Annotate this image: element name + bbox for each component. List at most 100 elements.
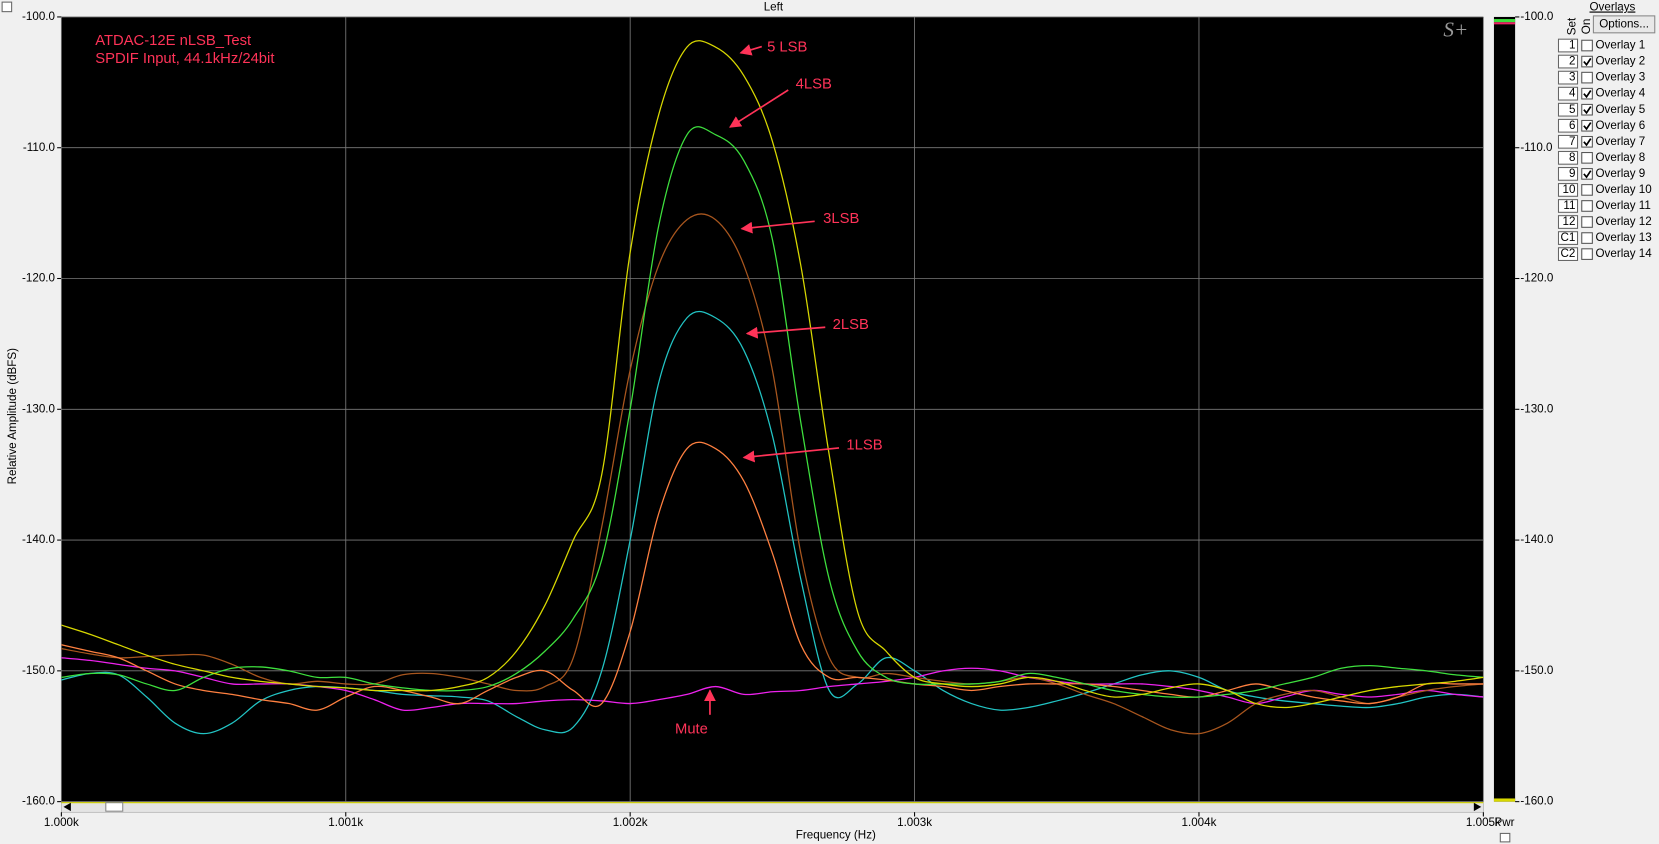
checkbox[interactable] [1581, 152, 1593, 164]
legend-entry: Overlay 3 [1596, 71, 1646, 84]
data-line [61, 213, 1484, 735]
scroll-edge [61, 801, 1484, 804]
scroll-left[interactable] [63, 802, 71, 812]
set-button[interactable] [1557, 38, 1579, 53]
checkbox[interactable] [1581, 119, 1593, 132]
checkbox[interactable] [1581, 55, 1593, 68]
set-label: 9 [1569, 167, 1575, 180]
annotation: 1LSB [846, 438, 882, 454]
checkmark [1583, 122, 1592, 131]
annotation: Mute [675, 722, 708, 738]
checkmark [1583, 138, 1592, 147]
scroll-thumb[interactable] [105, 802, 124, 812]
options-button[interactable] [1592, 15, 1656, 34]
y2-tick-label: -160.0 [1520, 795, 1553, 808]
x-tick-label: 1.003k [897, 816, 932, 829]
checkbox[interactable] [1581, 39, 1593, 52]
checkbox[interactable] [1581, 103, 1593, 116]
data-line [61, 126, 1484, 698]
y-tick-label: -150.0 [22, 664, 55, 677]
set-button[interactable] [1557, 231, 1579, 245]
legend-entry: Overlay 12 [1596, 215, 1652, 228]
y-tick-label: -130.0 [22, 402, 55, 415]
annotation: 4LSB [796, 77, 832, 93]
annotation-arrow [740, 220, 815, 234]
legend-title[interactable]: Overlays [1590, 0, 1636, 13]
checkmark [1583, 106, 1592, 115]
annotation: 5 LSB [767, 40, 807, 56]
set-label: C2 [1561, 247, 1576, 260]
power-label: Pwr [1495, 816, 1515, 829]
checkbox[interactable] [1581, 135, 1593, 148]
set-header: Set [1565, 17, 1578, 35]
level-marker [1493, 19, 1516, 23]
legend-entry: Overlay 9 [1596, 167, 1646, 180]
annotation-arrow [742, 447, 840, 463]
legend-entry: Overlay 11 [1596, 199, 1651, 212]
y-tick-label: -120.0 [22, 272, 55, 285]
x-tick-label: 1.002k [613, 816, 648, 829]
set-label: 7 [1569, 135, 1575, 148]
y2-tick-label: -110.0 [1520, 141, 1553, 154]
options-label[interactable]: Options... [1599, 17, 1649, 30]
checkbox[interactable] [1581, 168, 1593, 180]
checkbox[interactable] [1581, 184, 1593, 196]
checkbox[interactable] [1581, 216, 1593, 228]
data-line [61, 441, 1484, 711]
set-button[interactable] [1557, 166, 1579, 181]
checkmark [1583, 90, 1592, 99]
set-button[interactable] [1557, 102, 1579, 117]
checkmark [1583, 57, 1592, 67]
collapse-button[interactable] [1499, 832, 1511, 843]
scroll-right[interactable] [1473, 802, 1482, 812]
data-line [61, 40, 1484, 709]
y2-tick-label: -140.0 [1520, 533, 1553, 546]
logo: S+ [1443, 18, 1468, 42]
legend-entry: Overlay 1 [1596, 39, 1646, 52]
on-header: On [1580, 19, 1593, 35]
set-button[interactable] [1557, 118, 1579, 133]
collapse-button[interactable] [1, 1, 13, 13]
x-tick-label: 1.001k [328, 816, 363, 829]
checkbox[interactable] [1581, 232, 1593, 244]
level-strip [1493, 16, 1516, 802]
y2-tick-label: -130.0 [1520, 402, 1553, 415]
set-label: 5 [1569, 103, 1575, 116]
data-line [61, 310, 1484, 735]
legend-entry: Overlay 4 [1596, 87, 1646, 100]
set-button[interactable] [1557, 215, 1579, 229]
set-button[interactable] [1557, 134, 1579, 149]
set-label: 4 [1569, 87, 1576, 100]
chart-subtitle: SPDIF Input, 44.1kHz/24bit [95, 51, 274, 67]
checkbox[interactable] [1581, 248, 1593, 260]
legend-entry: Overlay 13 [1596, 231, 1652, 244]
y2-tick-label: -120.0 [1520, 272, 1553, 285]
y-tick-label: -160.0 [22, 795, 55, 808]
set-button[interactable] [1557, 86, 1579, 101]
chart-title: ATDAC-12E nLSB_Test [95, 33, 251, 49]
legend-entry: Overlay 2 [1596, 55, 1646, 68]
set-button[interactable] [1557, 70, 1579, 85]
x-tick-label: 1.000k [44, 816, 79, 829]
x-tick-label: 1.005k [1466, 816, 1501, 829]
checkbox[interactable] [1581, 71, 1593, 84]
legend-entry: Overlay 8 [1596, 151, 1646, 164]
annotation: 3LSB [823, 211, 859, 227]
y2-tick-label: -100.0 [1520, 10, 1553, 23]
set-button[interactable] [1557, 150, 1579, 165]
checkbox[interactable] [1581, 200, 1593, 212]
checkbox[interactable] [1581, 87, 1593, 100]
legend-entry: Overlay 5 [1596, 103, 1646, 116]
set-button[interactable] [1557, 54, 1579, 69]
annotation: 2LSB [833, 317, 869, 333]
y2-tick-label: -150.0 [1520, 664, 1553, 677]
checkmark [1583, 170, 1592, 179]
set-button[interactable] [1557, 247, 1579, 261]
y-tick-label: -140.0 [22, 533, 55, 546]
set-button[interactable] [1557, 199, 1579, 213]
x-axis-label: Frequency (Hz) [796, 829, 876, 842]
annotation-arrow [739, 44, 763, 56]
set-button[interactable] [1557, 183, 1579, 197]
